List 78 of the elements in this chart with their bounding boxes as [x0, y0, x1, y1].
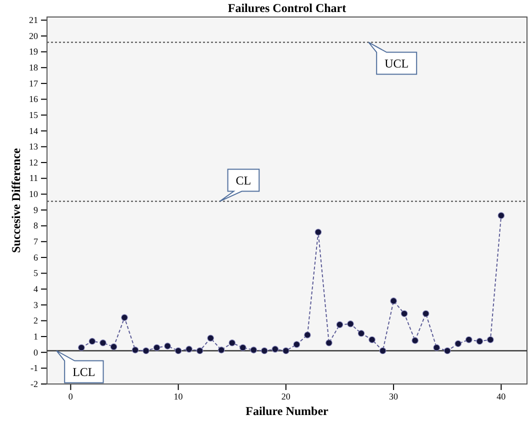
point	[476, 338, 484, 345]
point	[121, 314, 128, 321]
y-tick-label: 5	[34, 268, 38, 278]
callout: LCL	[56, 350, 104, 384]
point	[250, 346, 258, 354]
y-tick-label: -1	[30, 363, 38, 374]
point	[304, 332, 311, 338]
x-tick-label: 20	[281, 391, 291, 402]
point	[228, 339, 236, 346]
callout: UCL	[368, 42, 418, 75]
point	[433, 344, 440, 351]
point	[368, 336, 376, 344]
y-tick-label: 21	[29, 15, 38, 26]
y-tick-label: 14	[29, 126, 38, 136]
ref-line-label: LCL	[72, 364, 96, 379]
point	[261, 347, 268, 354]
x-tick-label: 0	[68, 391, 74, 402]
point	[164, 342, 171, 350]
point	[487, 336, 494, 344]
y-tick-label: 16	[29, 94, 38, 104]
point	[293, 341, 300, 348]
y-tick-label: 4	[34, 284, 38, 294]
point	[400, 310, 408, 317]
point	[110, 343, 118, 350]
y-tick-label: -2	[30, 378, 38, 389]
y-tick-label: 15	[29, 110, 38, 120]
x-tick-label: 30	[389, 391, 399, 402]
point	[282, 347, 290, 354]
point	[132, 346, 139, 354]
point	[358, 330, 365, 337]
chart-title: Failures Control Chart	[228, 1, 346, 15]
y-tick-label: 20	[29, 30, 38, 41]
y-axis-title: Succesive Difference	[9, 147, 23, 253]
point	[272, 346, 279, 353]
callout: CL	[219, 168, 260, 202]
point	[196, 347, 204, 354]
y-tick-label: 10	[29, 189, 38, 200]
point	[100, 339, 106, 346]
point	[88, 338, 96, 345]
point	[379, 347, 386, 354]
x-tick-label: 10	[174, 391, 184, 402]
point	[78, 344, 85, 351]
point	[186, 346, 192, 353]
point	[326, 339, 332, 346]
point	[444, 347, 451, 354]
point	[314, 228, 322, 236]
point	[142, 347, 150, 354]
y-tick-label: 12	[29, 157, 38, 168]
y-tick-label: 11	[29, 173, 38, 184]
y-tick-label: 17	[29, 78, 38, 88]
ref-line-label: CL	[236, 173, 252, 188]
point	[239, 344, 246, 351]
point	[218, 346, 225, 354]
ref-line-label: UCL	[384, 56, 409, 70]
point	[336, 321, 344, 328]
point	[465, 336, 472, 344]
y-tick-label: 13	[29, 142, 38, 152]
point	[390, 298, 397, 304]
x-axis-title: Failure Number	[246, 404, 330, 418]
y-tick-label: 6	[34, 252, 38, 262]
point	[153, 344, 160, 351]
y-tick-label: 3	[34, 300, 38, 310]
point	[498, 212, 505, 219]
y-tick-label: 0	[34, 347, 38, 358]
y-tick-label: 1	[34, 331, 38, 342]
point	[454, 340, 462, 348]
y-tick-label: 8	[34, 220, 38, 231]
point	[412, 337, 418, 344]
y-tick-label: 2	[34, 316, 38, 326]
y-tick-label: 9	[34, 204, 38, 215]
point	[347, 320, 354, 328]
y-tick-label: 18	[29, 62, 38, 72]
y-tick-label: 7	[34, 236, 38, 247]
y-tick-label: 19	[29, 46, 38, 57]
point	[174, 347, 182, 354]
point	[207, 334, 214, 342]
point	[422, 310, 430, 317]
x-tick-label: 40	[496, 391, 506, 402]
